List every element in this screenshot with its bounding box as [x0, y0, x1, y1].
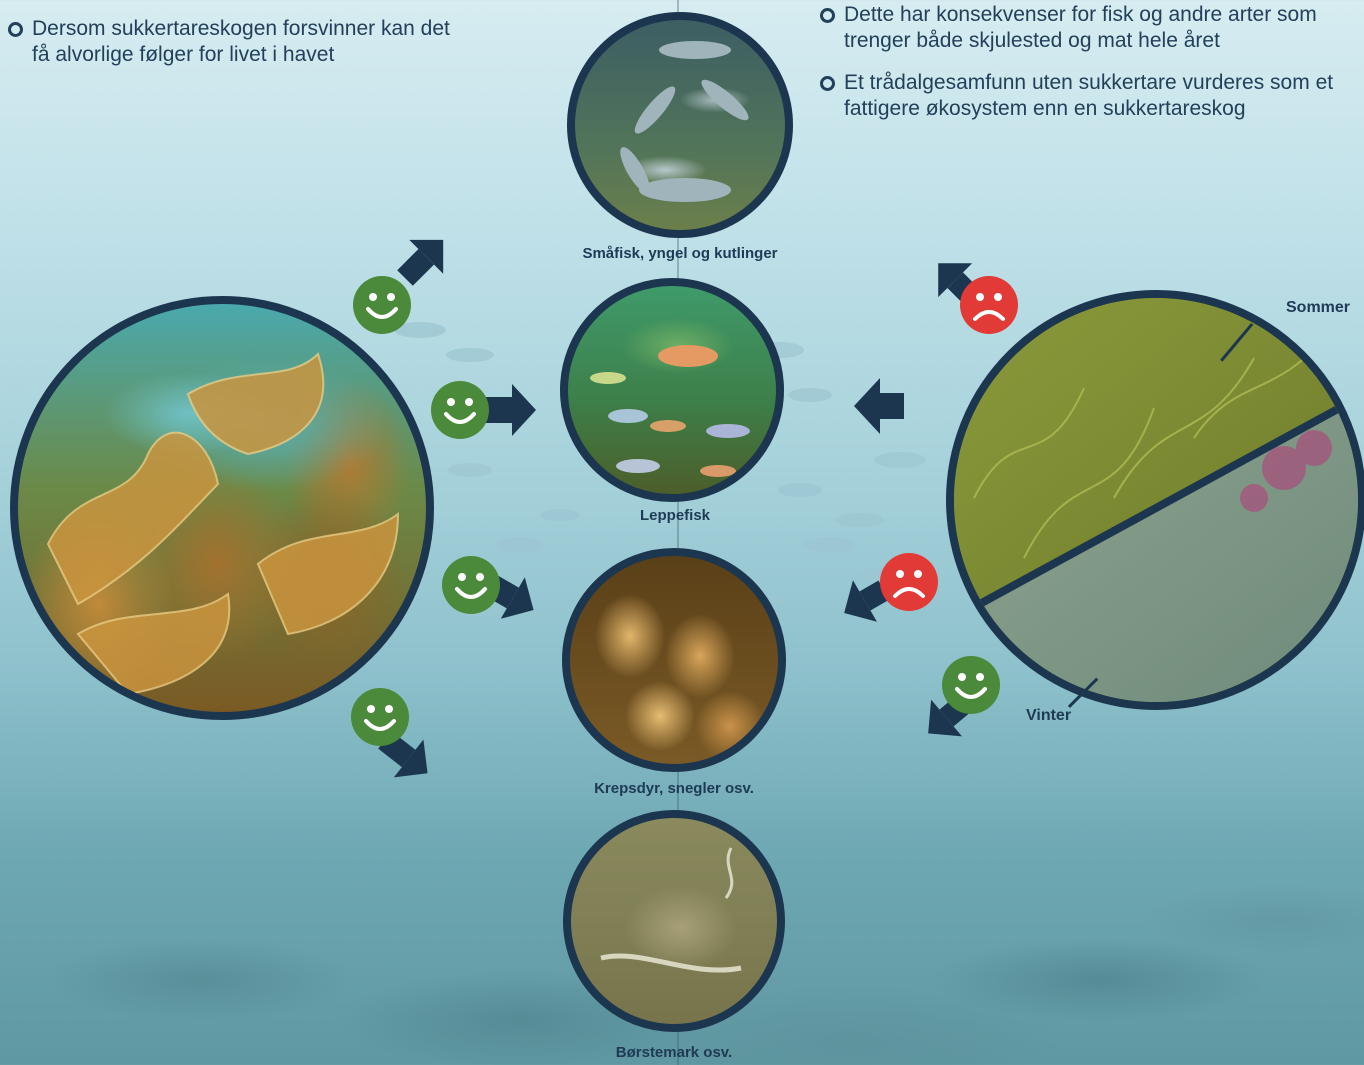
face-features-layer	[0, 0, 1364, 1065]
